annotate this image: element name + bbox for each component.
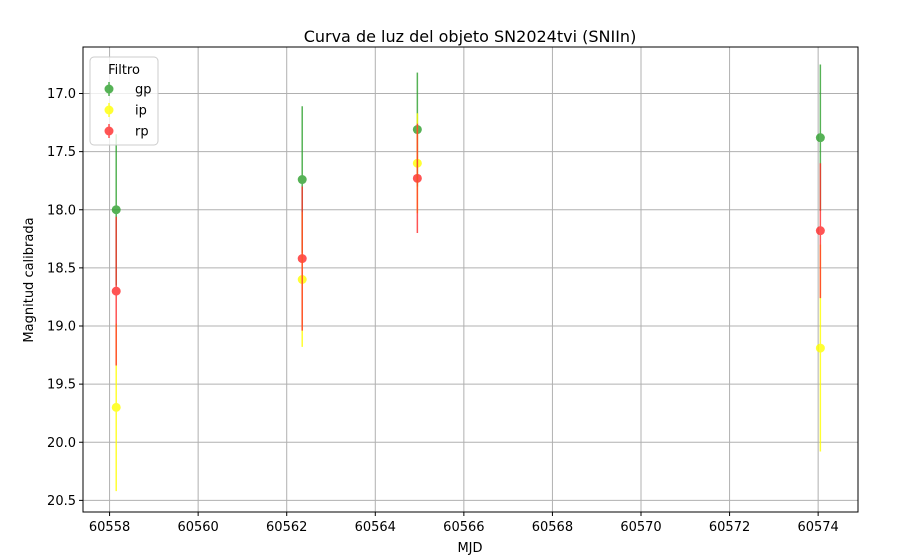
y-tick-label: 18.0 [47,203,76,218]
point-gp [111,205,121,215]
ticks: 60558 60560 60562 60564 60566 60568 60570 60572… [47,87,839,535]
point-ip [815,343,825,353]
y-tick-label: 18.5 [47,261,76,276]
x-tick-label: 60566 [443,520,484,535]
y-tick-label: 19.0 [47,320,76,335]
point-rp [111,286,121,296]
x-tick-label: 60560 [177,520,218,535]
plot-area-frame [82,46,859,513]
legend-point-ip [104,105,114,115]
legend-marker-ip [104,103,114,117]
legend-point-rp [104,126,114,136]
y-tick-label: 17.5 [47,145,76,160]
x-tick-label: 60570 [620,520,661,535]
legend-box [89,56,159,146]
x-tick-label: 60572 [709,520,750,535]
y-tick-label: 19.5 [47,378,76,393]
legend-label-gp: gp [135,83,152,98]
x-axis-label: MJD [457,541,482,556]
x-tick-label: 60568 [532,520,573,535]
x-tick-label: 60564 [355,520,396,535]
y-axis-label: Magnitud calibrada [22,217,37,342]
point-rp [815,226,825,236]
y-tick-label: 17.0 [47,87,76,102]
legend-label-ip: ip [135,104,147,119]
series-rp [111,123,825,366]
point-gp [297,175,307,185]
grid [83,47,858,512]
point-gp [815,133,825,143]
legend-label-rp: rp [135,125,149,140]
data-layer [111,64,825,492]
y-tick-label: 20.5 [47,494,76,509]
chart-title: Curva de luz del objeto SN2024tvi (SNIIn… [304,27,637,46]
legend: Filtro gp ip rp [89,56,159,146]
x-tick-label: 60562 [266,520,307,535]
legend-marker-rp [104,124,114,138]
x-tick-label: 60558 [89,520,130,535]
point-rp [297,254,307,264]
legend-point-gp [104,84,114,94]
point-ip [111,402,121,412]
legend-marker-gp [104,82,114,96]
legend-title: Filtro [108,63,140,78]
y-tick-label: 20.0 [47,436,76,451]
x-tick-label: 60574 [797,520,838,535]
point-rp [412,173,422,183]
